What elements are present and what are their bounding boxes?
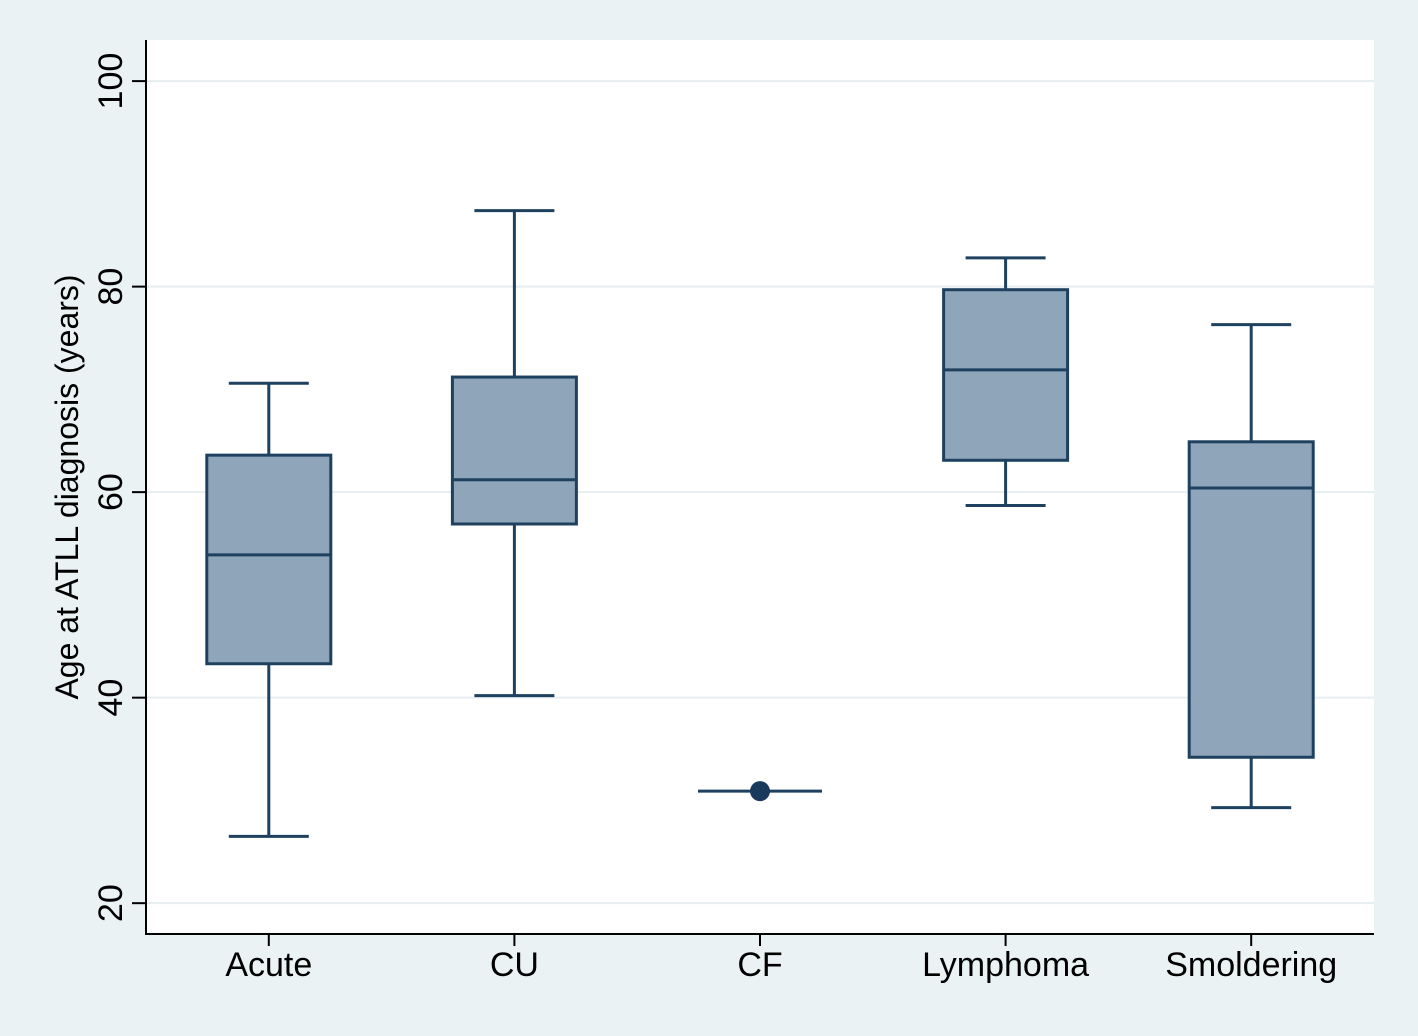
x-tick-label-cf: CF xyxy=(737,946,782,984)
iqr-box-smoldering xyxy=(1187,440,1315,759)
y-axis-title: Age at ATLL diagnosis (years) xyxy=(49,274,85,699)
y-tick-label-20: 20 xyxy=(92,884,130,922)
x-ticks: Acute CU CF Lymphoma Smoldering xyxy=(225,934,1337,984)
y-ticks: 20 40 60 80 100 xyxy=(92,53,146,922)
data-point-cf-0 xyxy=(750,781,770,802)
box-series xyxy=(205,209,1315,838)
box-group-cu xyxy=(450,209,578,698)
x-tick-label-cu: CU xyxy=(490,946,539,984)
box-group-lymphoma xyxy=(942,256,1070,507)
iqr-box-cu xyxy=(450,375,578,526)
box-group-smoldering xyxy=(1187,323,1315,810)
x-tick-label-acute: Acute xyxy=(225,946,312,984)
iqr-box-acute xyxy=(205,453,333,666)
y-tick-label-80: 80 xyxy=(92,268,130,306)
y-tick-label-100: 100 xyxy=(92,53,130,110)
y-tick-label-40: 40 xyxy=(92,679,130,717)
x-tick-label-smoldering: Smoldering xyxy=(1165,946,1337,984)
x-tick-label-lymphoma: Lymphoma xyxy=(922,946,1089,984)
y-tick-label-60: 60 xyxy=(92,473,130,511)
iqr-box-lymphoma xyxy=(942,288,1070,462)
box-group-cf xyxy=(698,781,822,802)
gridlines xyxy=(146,80,1374,905)
box-group-acute xyxy=(205,381,333,838)
